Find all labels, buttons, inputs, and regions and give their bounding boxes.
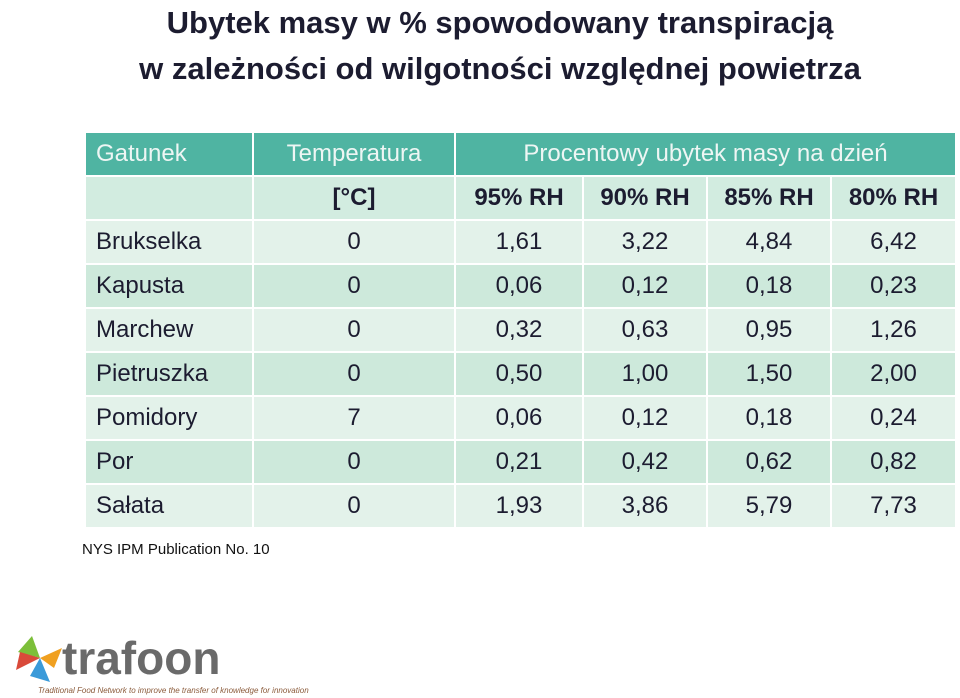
title: Ubytek masy w % spowodowany transpiracją… [40,0,960,92]
header-cell: Procentowy ubytek masy na dzień [454,131,957,177]
cell: Marchew [84,307,254,353]
cell: 0,23 [830,263,957,309]
cell: 0,12 [582,395,708,441]
logo-star [16,636,62,682]
title-line: Ubytek masy w % spowodowany transpiracją [166,5,834,40]
data-row: Pietruszka 0 0,50 1,00 1,50 2,00 [84,351,957,397]
cell: Kapusta [84,263,254,309]
header-row: Gatunek Temperatura Procentowy ubytek masy… [84,131,957,177]
cell: 0 [252,483,456,529]
cell: 3,86 [582,483,708,529]
cell: 0,50 [454,351,584,397]
data-row: Por 0 0,21 0,42 0,62 0,82 [84,439,957,485]
cell: 0 [252,351,456,397]
cell: 0 [252,307,456,353]
footnote: NYS IPM Publication No. 10 [82,541,270,558]
cell: 0,32 [454,307,584,353]
subheader-cell: 90% RH [582,175,708,221]
cell: 0,62 [706,439,832,485]
cell: 0,06 [454,395,584,441]
cell: 0 [252,439,456,485]
cell: 0,24 [830,395,957,441]
logo-tagline: Traditional Food Network to improve the … [38,686,309,695]
subheader-cell: 80% RH [830,175,957,221]
header-cell: Gatunek [84,131,254,177]
logo: trafoon Traditional Food Network to impr… [16,632,309,695]
subheader-cell: [°C] [252,175,456,221]
header-cell: Temperatura [252,131,456,177]
cell: 1,61 [454,219,584,265]
cell: Sałata [84,483,254,529]
subheader-cell: 95% RH [454,175,584,221]
title-line: w zależności od wilgotności względnej po… [139,51,861,86]
cell: 3,22 [582,219,708,265]
cell: Pietruszka [84,351,254,397]
cell: 0 [252,219,456,265]
cell: 4,84 [706,219,832,265]
cell: Pomidory [84,395,254,441]
subheader-cell [84,175,254,221]
cell: 0,21 [454,439,584,485]
data-row: Kapusta 0 0,06 0,12 0,18 0,23 [84,263,957,309]
cell: Brukselka [84,219,254,265]
cell: 0 [252,263,456,309]
cell: 0,18 [706,263,832,309]
cell: 0,95 [706,307,832,353]
cell: 7 [252,395,456,441]
data-row: Marchew 0 0,32 0,63 0,95 1,26 [84,307,957,353]
cell: 5,79 [706,483,832,529]
data-row: Pomidory 7 0,06 0,12 0,18 0,24 [84,395,957,441]
subheader-row: [°C] 95% RH 90% RH 85% RH 80% RH [84,175,957,221]
data-row: Sałata 0 1,93 3,86 5,79 7,73 [84,483,957,529]
cell: 0,18 [706,395,832,441]
cell: 0,63 [582,307,708,353]
cell: 0,42 [582,439,708,485]
subheader-cell: 85% RH [706,175,832,221]
cell: 7,73 [830,483,957,529]
cell: 0,06 [454,263,584,309]
logo-name: trafoon [62,632,220,684]
cell: 6,42 [830,219,957,265]
cell: 1,00 [582,351,708,397]
cell: 1,93 [454,483,584,529]
cell: 1,50 [706,351,832,397]
cell: 1,26 [830,307,957,353]
cell: 0,12 [582,263,708,309]
cell: Por [84,439,254,485]
table: Gatunek Temperatura Procentowy ubytek masy… [84,131,957,529]
data-row: Brukselka 0 1,61 3,22 4,84 6,42 [84,219,957,265]
cell: 2,00 [830,351,957,397]
cell: 0,82 [830,439,957,485]
